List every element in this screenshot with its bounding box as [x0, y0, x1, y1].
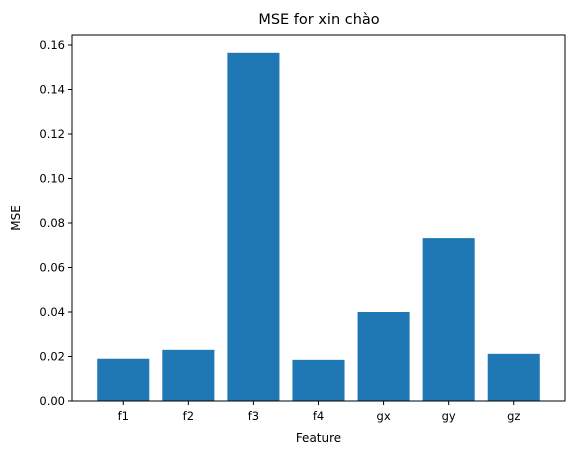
y-axis-label: MSE	[9, 205, 23, 231]
bars-group	[97, 52, 540, 402]
x-tick-label-f3: f3	[248, 409, 259, 423]
y-tick-label-1: 0.02	[39, 350, 65, 364]
plot-frame	[71, 34, 566, 402]
x-tick-label-f1: f1	[118, 409, 129, 423]
bar-f1	[97, 358, 150, 401]
y-tick-label-6: 0.12	[39, 127, 65, 141]
bar-f4	[292, 359, 345, 401]
x-tick-label-f4: f4	[313, 409, 324, 423]
y-tick-label-2: 0.04	[39, 305, 65, 319]
bar-gz	[487, 353, 540, 401]
y-tick-label-0: 0.00	[39, 394, 65, 408]
y-tick-label-7: 0.14	[39, 83, 65, 97]
y-tick-label-5: 0.10	[39, 172, 65, 186]
bar-f3	[227, 52, 280, 402]
bar-gx	[357, 312, 410, 401]
x-axis-label: Feature	[296, 431, 341, 445]
y-tick-label-3: 0.06	[39, 261, 65, 275]
x-tick-label-f2: f2	[183, 409, 194, 423]
x-axis-ticks: f1 f2 f3 f4 gx gy gz	[118, 401, 520, 423]
chart-title: MSE for xin chào	[258, 12, 379, 28]
x-tick-label-gz: gz	[507, 409, 520, 423]
bar-f2	[162, 349, 215, 401]
y-tick-label-4: 0.08	[39, 216, 65, 230]
y-axis-ticks: 0.00 0.02 0.04 0.06 0.08 0.10 0.12 0.14 0.16	[39, 38, 72, 408]
x-tick-label-gy: gy	[442, 409, 456, 423]
x-tick-label-gx: gx	[377, 409, 391, 423]
y-tick-label-8: 0.16	[39, 38, 65, 52]
bar-gy	[422, 238, 475, 401]
